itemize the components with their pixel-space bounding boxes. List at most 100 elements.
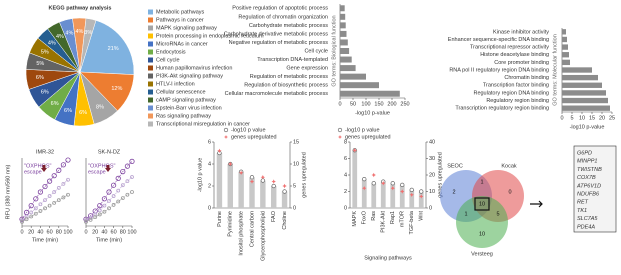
y2-axis-title: genes upregulated — [437, 152, 443, 198]
pie-slice — [79, 20, 135, 75]
x-tick-label: Central carbon — [249, 211, 255, 247]
data-point — [88, 217, 93, 222]
x-tick-label: 100 — [63, 229, 72, 235]
data-point — [107, 206, 111, 211]
data-point — [97, 203, 103, 209]
legend-label: genes upregulated — [231, 134, 277, 140]
x-tick-label: Wnt — [419, 211, 425, 221]
x-axis-title: -log10 p-value — [355, 110, 390, 116]
y2-tick-label: 40 — [429, 139, 435, 145]
bar — [562, 29, 566, 35]
y-tick-label: Regulation of metabolic process — [250, 74, 329, 80]
bar — [418, 191, 424, 208]
slice-label: 6% — [51, 101, 59, 107]
data-point — [42, 183, 48, 190]
bar — [562, 74, 598, 81]
slice-label: 21% — [108, 46, 119, 52]
bar — [238, 171, 244, 208]
y-tick-label: 6 — [344, 156, 347, 162]
x-tick-label: 0 — [560, 115, 563, 121]
slice-label: 6% — [79, 110, 87, 116]
x-tick-label: Inositol phosphate — [239, 211, 245, 256]
y-axis-title: -log10 p value — [197, 158, 203, 193]
y-tick-label: Enhancer sequence-specific DNA binding — [448, 37, 549, 43]
data-point — [116, 188, 121, 193]
legend-swatch — [148, 49, 153, 55]
venn-set-label: SEOC — [447, 163, 463, 169]
marker — [282, 183, 287, 189]
legend-label: Metabolic pathways — [156, 9, 205, 15]
data-point — [33, 196, 39, 202]
x-tick-label: 15 — [589, 115, 595, 121]
x-tick-label: Pyrimidine — [228, 211, 234, 237]
marker — [362, 186, 367, 191]
marker — [217, 148, 222, 153]
venn-count: 1 — [480, 179, 483, 185]
bar — [340, 39, 348, 46]
x-tick-label: 80 — [120, 229, 126, 235]
y-tick-label: Gene expression — [286, 66, 328, 72]
data-point — [65, 157, 71, 163]
slice-label: 5% — [36, 61, 44, 67]
bar — [361, 179, 367, 208]
x-axis-title: -log10 p-value — [570, 124, 605, 130]
legend-marker — [223, 127, 229, 133]
bar — [562, 67, 592, 73]
marker — [400, 189, 405, 194]
bar-top-marker — [249, 175, 255, 180]
data-point — [47, 194, 52, 198]
data-point — [60, 162, 67, 168]
data-point — [88, 215, 93, 220]
legend-swatch — [148, 25, 153, 31]
data-point — [38, 202, 43, 207]
data-point — [47, 203, 52, 208]
bar — [562, 36, 567, 43]
bar-top-marker — [282, 189, 287, 194]
y-tick-label: RNA pol II regulatory region DNA binding — [449, 67, 549, 73]
data-point — [120, 196, 125, 201]
x-tick-label: FoxO — [362, 210, 368, 224]
annotation-arrow — [105, 165, 111, 172]
chart-title: SK-N-DZ — [98, 149, 121, 155]
legend-swatch — [148, 97, 153, 103]
gene-box — [573, 145, 617, 233]
data-point — [116, 199, 121, 204]
data-point — [33, 206, 38, 211]
bar — [340, 65, 356, 72]
gene-name: PDE4A — [577, 224, 595, 230]
bar — [216, 153, 223, 208]
highlight-box — [474, 197, 490, 211]
chart-title: KEGG pathway analysis — [49, 5, 112, 11]
x-tick-label: 20 — [599, 115, 605, 121]
annotation: escape — [88, 169, 106, 175]
y-tick-label: 0 — [208, 205, 211, 211]
y-tick-label: Transcription regulatory region binding — [455, 106, 549, 112]
y2-tick-label: 0 — [429, 205, 432, 211]
bar — [249, 177, 255, 208]
marker — [371, 172, 376, 178]
x-tick-label: 60 — [47, 229, 53, 235]
data-point — [97, 212, 102, 217]
y-axis-title: RFU (380 nm/560 nm) — [5, 164, 11, 219]
data-point — [20, 218, 24, 223]
y-tick-label: 8 — [344, 139, 347, 145]
y-tick-label: 0 — [344, 205, 347, 211]
x-tick-label: FAO — [271, 210, 277, 222]
data-point — [43, 206, 47, 211]
bar — [562, 90, 606, 96]
venn-count: 5 — [496, 211, 499, 217]
data-point — [52, 200, 57, 205]
data-point — [51, 173, 57, 179]
x-tick-label: 100 — [127, 229, 136, 235]
x-tick-label: 25 — [609, 115, 615, 121]
data-point — [20, 220, 24, 224]
legend-marker — [224, 135, 228, 139]
data-point — [129, 158, 135, 164]
x-axis-title: Signaling pathways — [364, 255, 412, 261]
slice-label: 4% — [48, 40, 56, 46]
data-point — [130, 190, 134, 194]
bar — [340, 48, 350, 54]
bar — [399, 184, 405, 208]
x-tick-label: 40 — [101, 229, 107, 235]
legend-swatch — [148, 65, 153, 71]
